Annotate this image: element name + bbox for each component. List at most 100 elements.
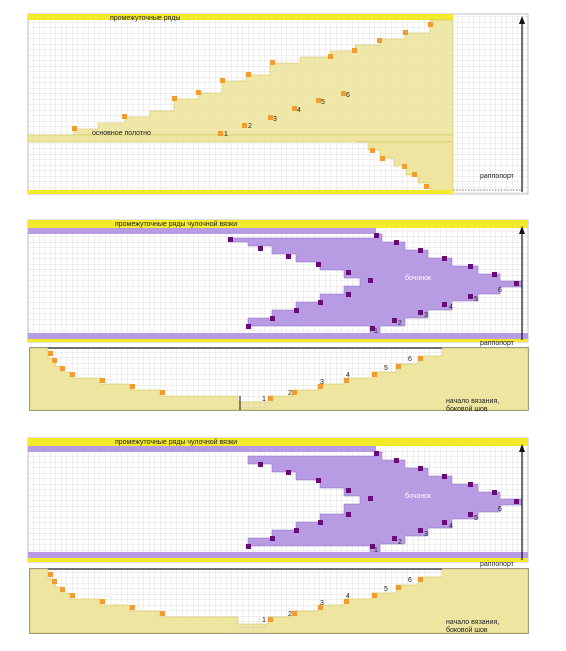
orange-stitch — [60, 587, 65, 592]
orange-stitch — [372, 593, 377, 598]
purple-stitch — [492, 490, 497, 495]
orange-stitch — [48, 572, 53, 577]
panel-1-upper-wedge — [28, 19, 454, 136]
panel-2-purple-wedge — [227, 233, 523, 335]
step-number: 2 — [248, 123, 252, 130]
orange-stitch — [418, 356, 423, 361]
orange-stitch — [396, 364, 401, 369]
orange-stitch — [270, 60, 275, 65]
orange-stitch — [52, 579, 57, 584]
panel-2-bottom-label-line-1: начало вязания, — [446, 398, 499, 405]
orange-stitch — [242, 123, 247, 128]
panel-3-lower-orange-marks — [48, 572, 423, 622]
panel-3-arrow-head — [519, 444, 525, 452]
panel-3-dark-marks — [246, 451, 519, 549]
orange-stitch — [52, 358, 57, 363]
orange-stitch — [220, 78, 225, 83]
orange-stitch — [396, 585, 401, 590]
purple-stitch — [294, 528, 299, 533]
orange-stitch — [196, 90, 201, 95]
orange-stitch — [370, 148, 375, 153]
step-number: 5 — [321, 99, 325, 106]
purple-stitch — [514, 499, 519, 504]
panel-2-dark-marks — [228, 233, 519, 331]
panel-1-base-band — [27, 134, 454, 143]
purple-stitch — [468, 294, 473, 299]
panel-2-lower-orange-marks — [48, 351, 423, 401]
panel-1-orange-marks — [72, 22, 433, 189]
panel-3-lower-white-gap — [238, 624, 268, 633]
orange-stitch — [418, 577, 423, 582]
panel-2-bottom-label-line-2: боковой шов — [446, 405, 488, 413]
orange-stitch — [246, 72, 251, 77]
orange-stitch — [130, 605, 135, 610]
orange-stitch — [344, 599, 349, 604]
orange-stitch — [70, 372, 75, 377]
step-number: 6 — [408, 577, 412, 584]
panel-2-lower-step-numbers: 1 2 3 4 5 6 — [262, 356, 412, 403]
purple-stitch — [316, 262, 321, 267]
step-number: 2 — [288, 611, 292, 618]
panel-3-top-label: промежуточные ряды чулочной вязки — [115, 438, 237, 446]
step-number: 2 — [398, 539, 402, 546]
orange-stitch — [372, 372, 377, 377]
step-number: 2 — [288, 390, 292, 397]
orange-stitch — [48, 351, 53, 356]
purple-stitch — [368, 278, 373, 283]
orange-stitch — [122, 114, 127, 119]
step-number: 1 — [262, 617, 266, 624]
purple-stitch — [468, 482, 473, 487]
purple-stitch — [246, 324, 251, 329]
orange-stitch — [352, 48, 357, 53]
step-number: 6 — [346, 92, 350, 99]
step-number: 6 — [498, 287, 502, 294]
orange-stitch — [318, 605, 323, 610]
panel-1-bottom-band — [28, 190, 453, 194]
purple-stitch — [442, 474, 447, 479]
step-number: 6 — [408, 356, 412, 363]
orange-stitch — [100, 599, 105, 604]
purple-stitch — [316, 478, 321, 483]
step-number: 3 — [424, 531, 428, 538]
panel-3-lower-step-numbers: 1 2 3 4 5 6 — [262, 577, 412, 624]
purple-stitch — [514, 281, 519, 286]
orange-stitch — [72, 126, 77, 131]
purple-stitch — [374, 451, 379, 456]
purple-stitch — [492, 272, 497, 277]
panel-2-lower-chart: 1 2 3 4 5 6 начало вязания, боковой шов — [29, 347, 529, 413]
orange-stitch — [268, 396, 273, 401]
orange-stitch — [316, 98, 321, 103]
orange-stitch — [344, 378, 349, 383]
orange-stitch — [318, 384, 323, 389]
purple-stitch — [346, 292, 351, 297]
purple-stitch — [392, 318, 397, 323]
purple-stitch — [468, 512, 473, 517]
panel-3-side-label: раппопорт — [480, 561, 515, 568]
orange-stitch — [130, 384, 135, 389]
orange-stitch — [428, 22, 433, 27]
purple-stitch — [370, 544, 375, 549]
purple-stitch — [346, 512, 351, 517]
purple-stitch — [258, 246, 263, 251]
purple-stitch — [442, 302, 447, 307]
panel-1-step-numbers: 1 2 3 4 5 6 — [224, 92, 350, 138]
orange-stitch — [292, 611, 297, 616]
purple-stitch — [394, 240, 399, 245]
orange-stitch — [160, 390, 165, 395]
purple-stitch — [418, 310, 423, 315]
orange-stitch — [268, 617, 273, 622]
panel-2-center-label: бочонок — [405, 274, 432, 282]
panel-2-side-label: раппопорт — [480, 340, 515, 347]
purple-stitch — [368, 496, 373, 501]
purple-stitch — [394, 458, 399, 463]
step-number: 1 — [374, 328, 378, 335]
purple-stitch — [270, 536, 275, 541]
panel-2-arrow-head — [519, 226, 525, 234]
orange-stitch — [402, 164, 407, 169]
panel-2-upper-chart: промежуточные ряды чулочной вязки — [27, 219, 529, 347]
panel-2-upper-step-numbers: 1 2 3 4 5 6 — [374, 287, 502, 335]
orange-stitch — [70, 593, 75, 598]
panel-1-arrow-head — [519, 16, 525, 24]
panel-3-bottom-purple-row — [28, 552, 528, 558]
purple-stitch — [442, 520, 447, 525]
